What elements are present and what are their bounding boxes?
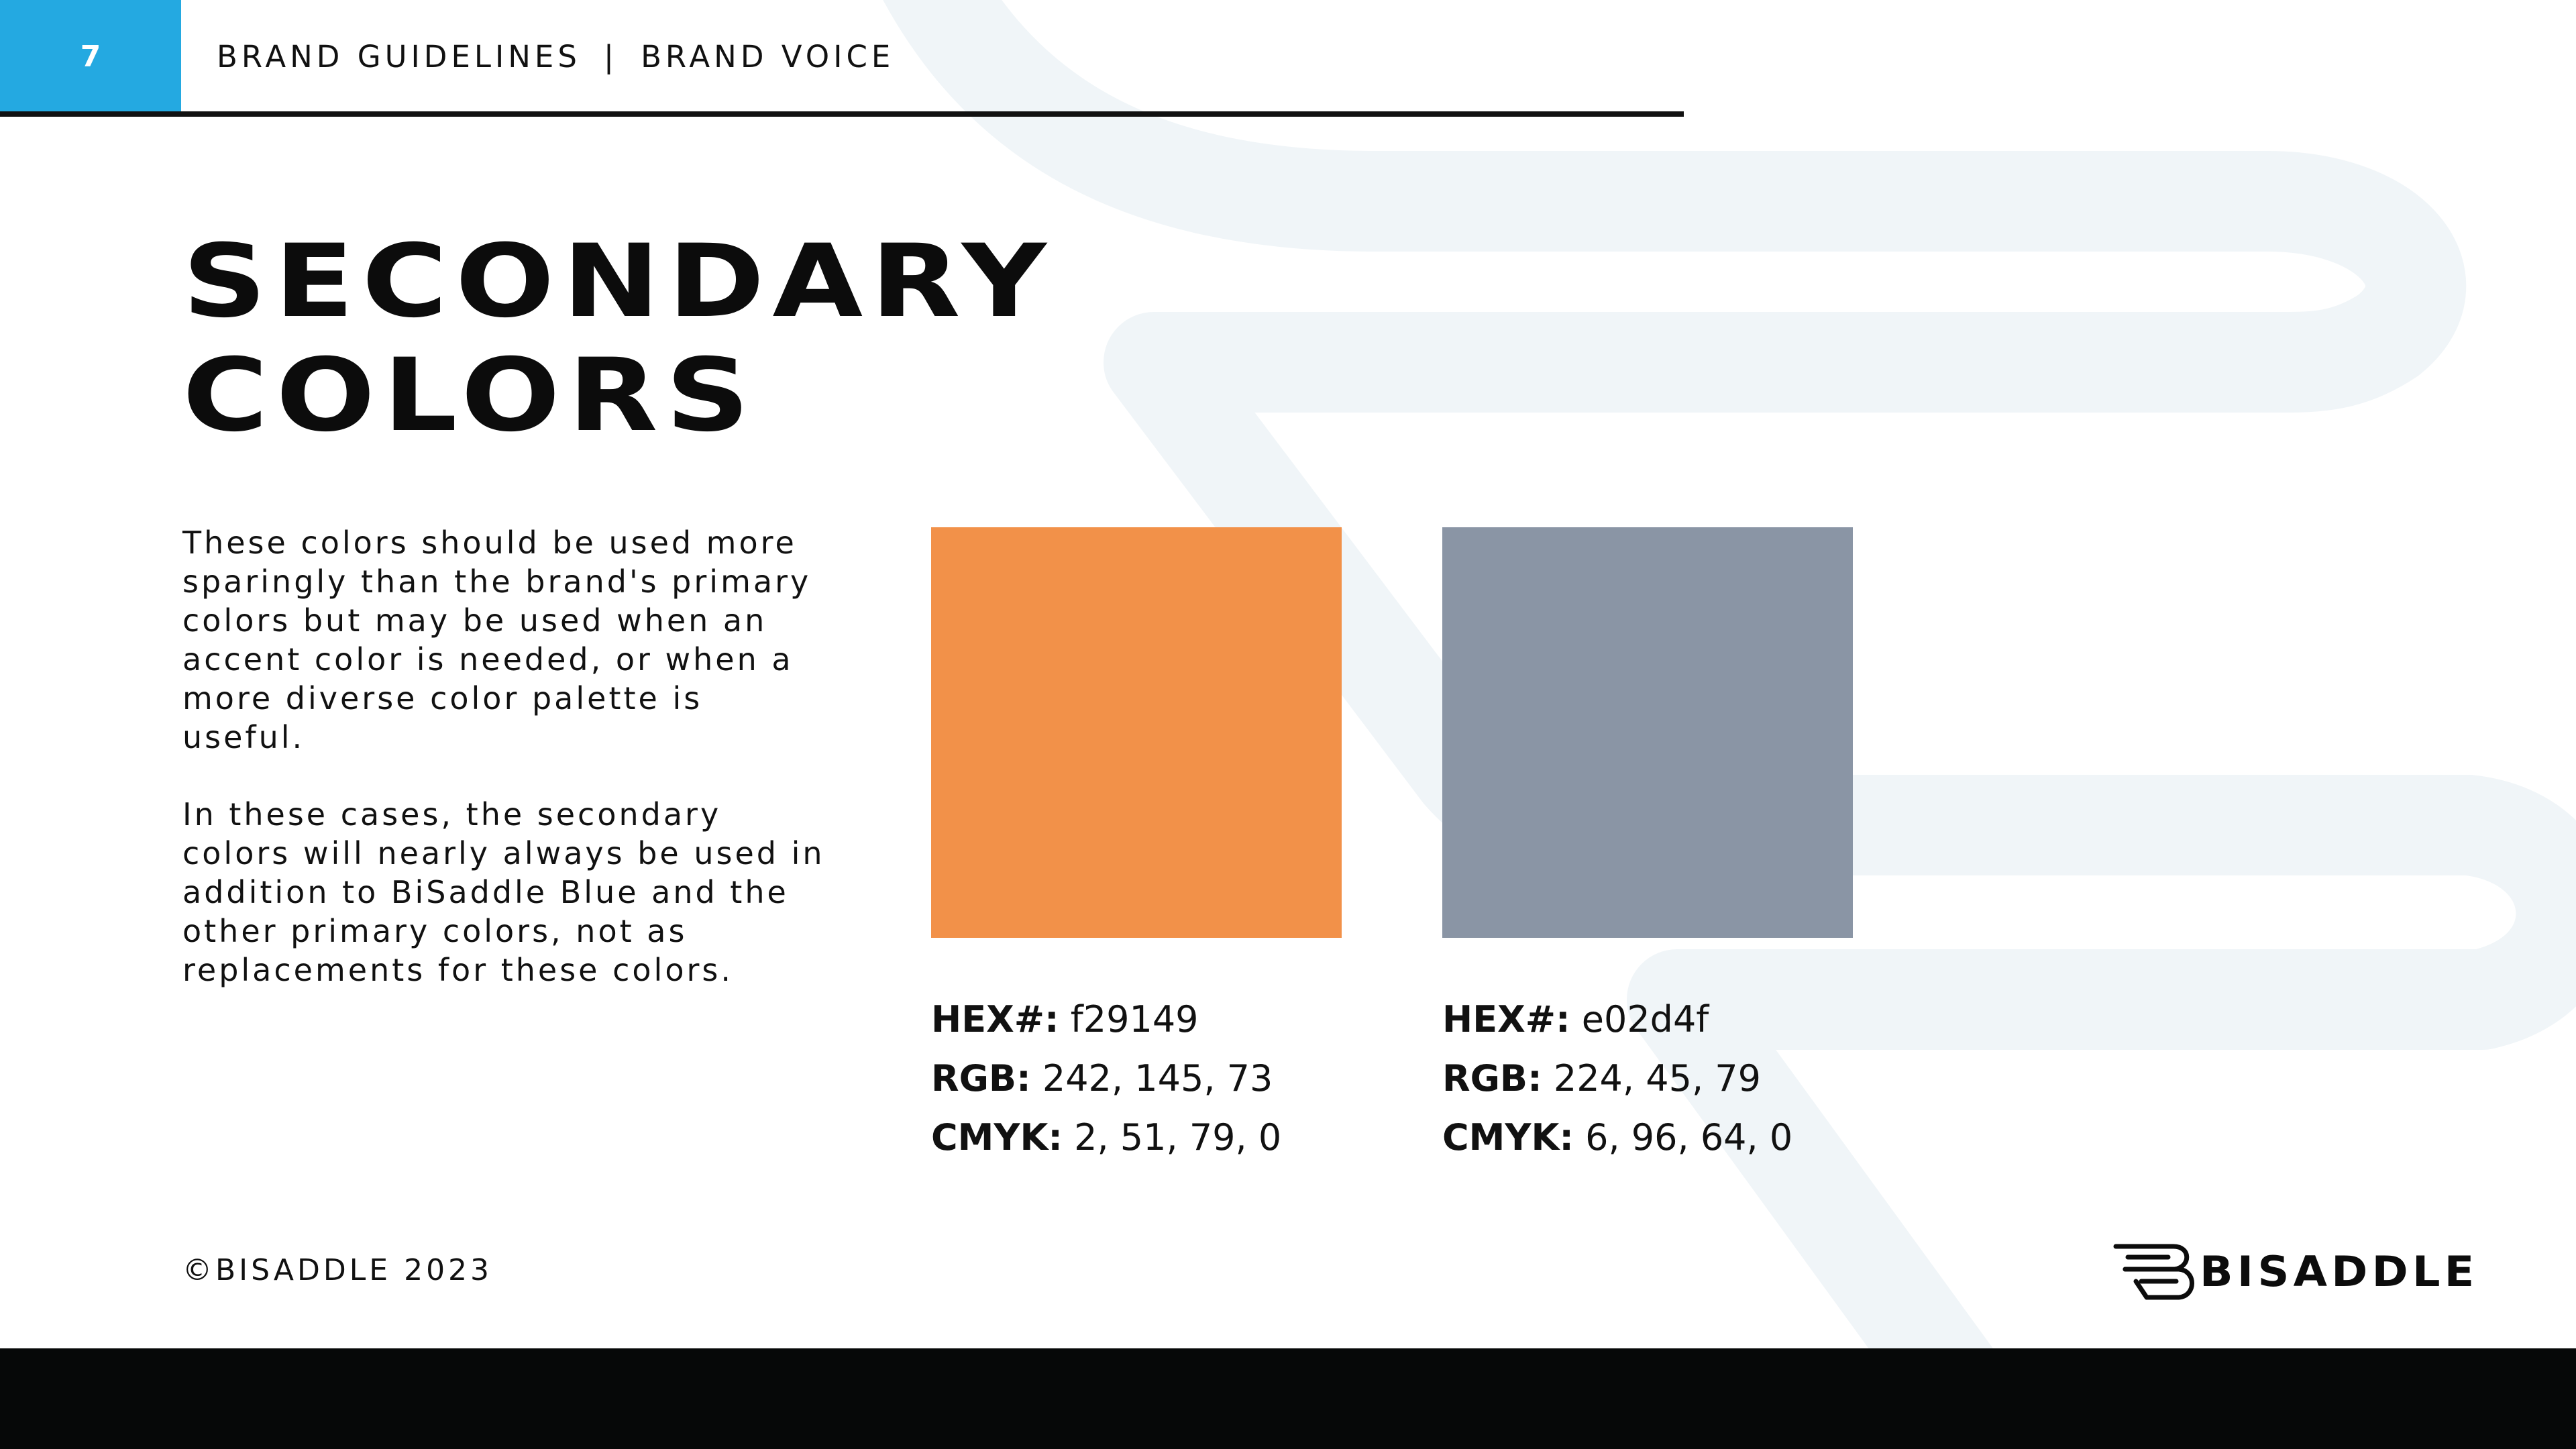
hex-value: f29149 bbox=[1070, 998, 1199, 1040]
title-line-2: COLORS bbox=[182, 337, 758, 454]
hex-row: HEX#: e02d4f bbox=[1442, 990, 1792, 1049]
hex-label: HEX#: bbox=[1442, 998, 1570, 1040]
hex-value: e02d4f bbox=[1581, 998, 1709, 1040]
body-copy: These colors should be used more sparing… bbox=[182, 523, 826, 1028]
gray-color-specs: HEX#: e02d4f RGB: 224, 45, 79 CMYK: 6, 9… bbox=[1442, 990, 1792, 1167]
header-subsection: BRAND VOICE bbox=[641, 39, 895, 74]
rgb-row: RGB: 242, 145, 73 bbox=[931, 1049, 1281, 1108]
rgb-label: RGB: bbox=[1442, 1057, 1542, 1099]
cmyk-label: CMYK: bbox=[1442, 1116, 1574, 1159]
title-line-1: SECONDARY bbox=[182, 223, 1055, 340]
page-title: SECONDARY COLORS bbox=[182, 225, 1054, 453]
header-breadcrumb: BRAND GUIDELINES | BRAND VOICE bbox=[217, 39, 894, 74]
orange-color-specs: HEX#: f29149 RGB: 242, 145, 73 CMYK: 2, … bbox=[931, 990, 1281, 1167]
body-paragraph-1: These colors should be used more sparing… bbox=[182, 525, 812, 755]
rgb-value: 242, 145, 73 bbox=[1042, 1057, 1273, 1099]
hex-row: HEX#: f29149 bbox=[931, 990, 1281, 1049]
body-paragraph-2: In these cases, the secondary colors wil… bbox=[182, 796, 825, 988]
cmyk-label: CMYK: bbox=[931, 1116, 1063, 1159]
header-separator: | bbox=[603, 39, 619, 74]
rgb-row: RGB: 224, 45, 79 bbox=[1442, 1049, 1792, 1108]
rgb-value: 224, 45, 79 bbox=[1553, 1057, 1761, 1099]
footer-bar bbox=[0, 1348, 2576, 1449]
brand-logo: BISADDLE bbox=[2112, 1240, 2474, 1303]
rgb-label: RGB: bbox=[931, 1057, 1031, 1099]
cmyk-value: 2, 51, 79, 0 bbox=[1074, 1116, 1282, 1159]
orange-color-swatch bbox=[931, 527, 1342, 938]
header-section: BRAND GUIDELINES bbox=[217, 39, 581, 74]
brand-wordmark: BISADDLE bbox=[2200, 1247, 2479, 1296]
copyright-text: ©BISADDLE 2023 bbox=[182, 1253, 493, 1287]
header-divider bbox=[0, 111, 1684, 117]
bisaddle-logo-icon bbox=[2113, 1244, 2194, 1300]
cmyk-row: CMYK: 6, 96, 64, 0 bbox=[1442, 1108, 1792, 1167]
page-number: 7 bbox=[0, 0, 181, 113]
cmyk-value: 6, 96, 64, 0 bbox=[1585, 1116, 1793, 1159]
gray-color-swatch bbox=[1442, 527, 1853, 938]
cmyk-row: CMYK: 2, 51, 79, 0 bbox=[931, 1108, 1281, 1167]
hex-label: HEX#: bbox=[931, 998, 1059, 1040]
